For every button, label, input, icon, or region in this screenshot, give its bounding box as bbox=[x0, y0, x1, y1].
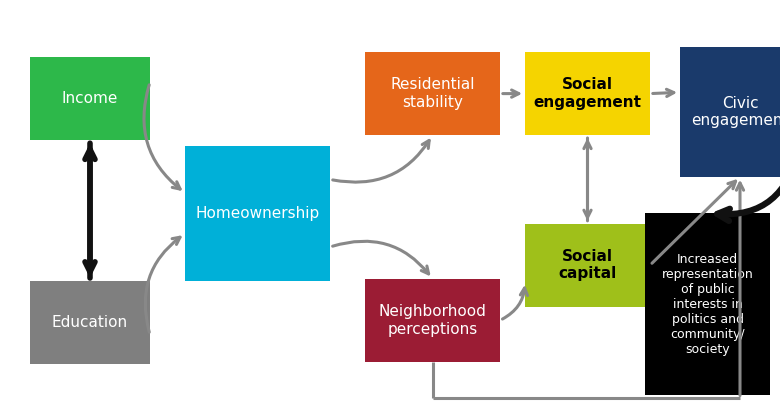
Text: Civic
engagement: Civic engagement bbox=[691, 96, 780, 128]
Text: Homeownership: Homeownership bbox=[195, 206, 320, 221]
FancyBboxPatch shape bbox=[365, 52, 500, 135]
FancyBboxPatch shape bbox=[365, 279, 500, 362]
FancyBboxPatch shape bbox=[525, 224, 650, 307]
Text: Social
engagement: Social engagement bbox=[534, 77, 641, 110]
FancyBboxPatch shape bbox=[185, 146, 330, 281]
Text: Residential
stability: Residential stability bbox=[390, 77, 475, 110]
Text: Social
capital: Social capital bbox=[558, 249, 617, 281]
Text: Increased
representation
of public
interests in
politics and
community/
society: Increased representation of public inter… bbox=[661, 253, 753, 356]
FancyBboxPatch shape bbox=[525, 52, 650, 135]
Text: Income: Income bbox=[62, 91, 119, 106]
FancyBboxPatch shape bbox=[30, 281, 150, 364]
Text: Education: Education bbox=[52, 315, 128, 330]
FancyBboxPatch shape bbox=[645, 213, 770, 395]
FancyBboxPatch shape bbox=[30, 57, 150, 140]
FancyBboxPatch shape bbox=[680, 47, 780, 177]
Text: Neighborhood
perceptions: Neighborhood perceptions bbox=[378, 304, 487, 337]
